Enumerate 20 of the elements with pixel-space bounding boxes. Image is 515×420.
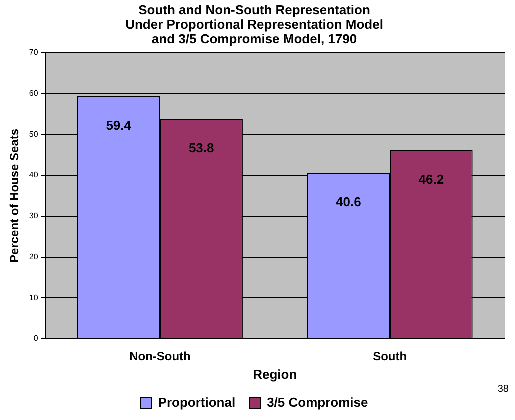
legend-label: 3/5 Compromise [267,395,368,410]
y-tick-label: 70 [29,48,39,58]
y-tick-label: 40 [29,170,39,180]
chart-title: South and Non-South Representation Under Proportional Representation Model and 3/5 Compromise Model, 1790 [126,2,384,46]
y-tick-label: 60 [29,88,39,98]
data-label: 40.6 [336,194,362,210]
x-tick-label: Non-South [130,350,191,364]
y-tick-label: 0 [34,334,39,344]
y-tick-label: 30 [29,212,39,221]
y-tick-label: 10 [29,293,39,302]
data-label: 53.8 [188,140,214,156]
text: 38 [498,384,510,395]
y-axis-title: Percent of House Seats [8,128,22,263]
y-tick-label: 20 [29,252,39,262]
x-axis-title: Region [253,366,298,382]
data-label: 59.4 [106,118,132,133]
data-label: 46.2 [418,172,444,187]
y-tick-label: 50 [29,130,39,139]
legend-label: Proportional [158,395,236,410]
x-tick-label: South [373,350,408,364]
